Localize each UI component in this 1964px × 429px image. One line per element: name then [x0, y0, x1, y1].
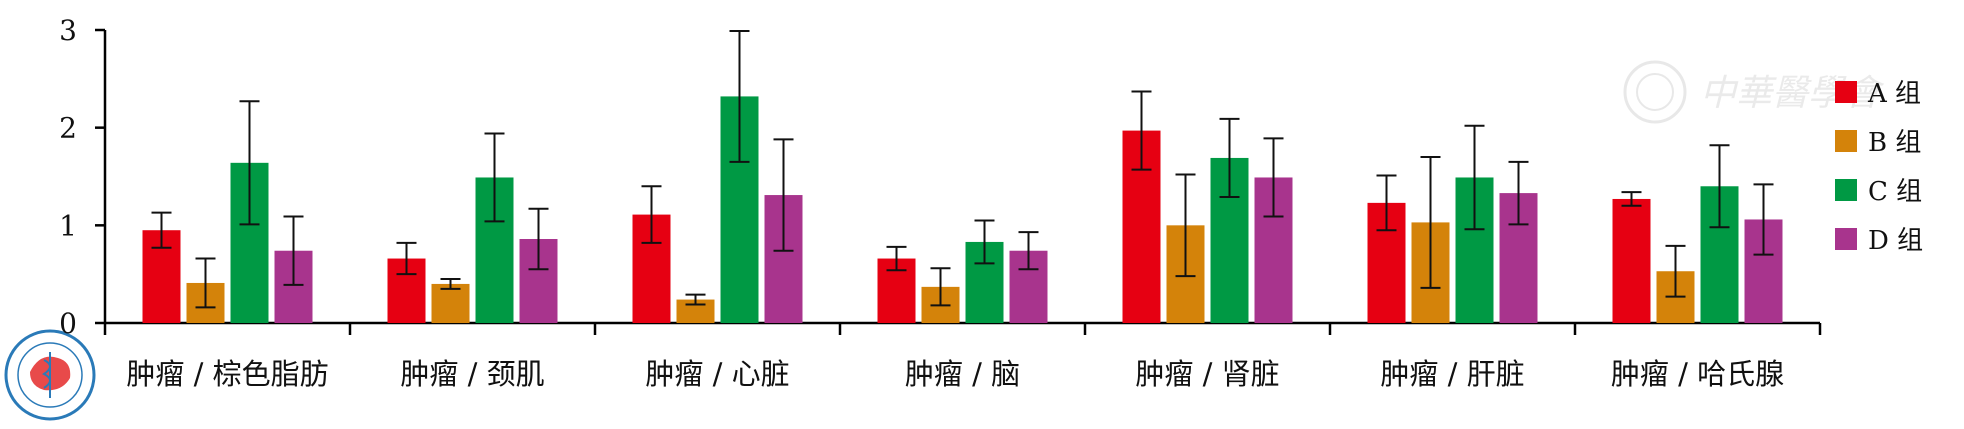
error-bar [1621, 191, 1642, 207]
error-bar [930, 267, 951, 307]
legend-swatch [1835, 130, 1857, 152]
y-tick-label: 1 [59, 209, 77, 242]
error-bar [283, 215, 304, 286]
error-bar [484, 132, 505, 223]
association-logo [4, 329, 96, 421]
category-labels: 肿瘤 / 棕色脂肪 肿瘤 / 颈肌 肿瘤 / 心脏 肿瘤 / 脑 肿瘤 / 肾脏 肿瘤 /… [126, 357, 1784, 391]
error-bar [886, 245, 907, 272]
error-bar [773, 138, 794, 252]
x-category-label: 肿瘤 / 哈氏腺 [1611, 357, 1784, 391]
error-bar [239, 100, 260, 226]
error-bar [1508, 160, 1529, 226]
error-bar [151, 211, 172, 249]
error-bar [1263, 137, 1284, 218]
bar-series [142, 29, 1783, 323]
error-bar [1753, 183, 1774, 256]
error-bar [528, 207, 549, 271]
legend-swatch [1835, 179, 1857, 201]
legend-swatch [1835, 228, 1857, 250]
error-bar [729, 29, 750, 163]
legend-swatch [1835, 81, 1857, 103]
legend-label: D 组 [1868, 226, 1923, 256]
watermark-journal-text: 中華醫學會 [1700, 73, 1885, 114]
x-category-label: 肿瘤 / 心脏 [645, 357, 789, 391]
y-tick-label: 0 [59, 307, 77, 340]
error-bar [1376, 174, 1397, 232]
error-bar [195, 257, 216, 309]
y-axis-ticks: 0 1 2 3 [59, 14, 105, 340]
x-category-label: 肿瘤 / 颈肌 [400, 357, 544, 391]
error-bar [1464, 124, 1485, 231]
x-category-label: 肿瘤 / 肝脏 [1380, 357, 1524, 391]
error-bar [974, 219, 995, 265]
y-tick-label: 2 [59, 112, 77, 145]
x-axis-ticks [103, 323, 1822, 335]
error-bar [1018, 231, 1039, 271]
error-bar [1665, 244, 1686, 298]
error-bar [1219, 117, 1240, 199]
legend-label: B 组 [1868, 128, 1921, 158]
error-bar [396, 241, 417, 276]
error-bar [1420, 155, 1441, 289]
x-category-label: 肿瘤 / 肾脏 [1135, 357, 1279, 391]
error-bar [1131, 90, 1152, 171]
legend: A 组 B 组 C 组 D 组 [1835, 79, 1923, 256]
error-bar [1709, 144, 1730, 229]
error-bar [685, 293, 706, 306]
watermark-emblem [1623, 60, 1687, 124]
legend-label: A 组 [1867, 79, 1921, 109]
error-bar [440, 278, 461, 290]
error-bar [1175, 173, 1196, 278]
legend-label: C 组 [1868, 177, 1922, 207]
y-tick-label: 3 [59, 14, 77, 47]
x-category-label: 肿瘤 / 棕色脂肪 [126, 357, 328, 391]
bar [1612, 198, 1651, 323]
x-category-label: 肿瘤 / 脑 [905, 357, 1020, 391]
bar [431, 283, 470, 323]
error-bar [641, 185, 662, 244]
